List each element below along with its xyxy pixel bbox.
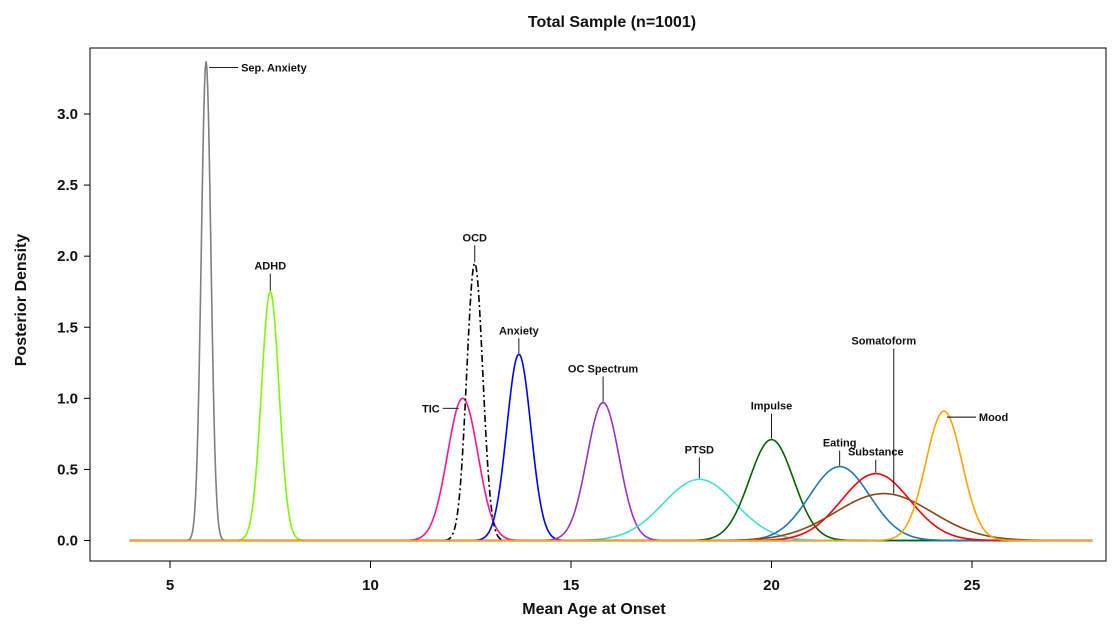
annotation-label-substance: Substance (848, 447, 904, 459)
chart-title: Total Sample (n=1001) (528, 14, 696, 31)
series-curves (129, 61, 1093, 542)
series-line-ptsd (129, 478, 1093, 542)
x-tick-label: 10 (362, 577, 379, 594)
series-annotations: Sep. Anxiety ADHD TIC OCD Anxiety OC Spectrum… (209, 62, 1008, 494)
series-line-ocd (129, 261, 1093, 542)
y-tick-label: 2.0 (57, 248, 78, 265)
x-tick-label: 25 (964, 577, 981, 594)
annotation-label-somatoform: Somatoform (851, 336, 916, 348)
annotation-label-mood: Mood (979, 412, 1008, 424)
annotation-label-oc-spectrum: OC Spectrum (568, 364, 639, 376)
series-line-mood (129, 410, 1093, 542)
x-tick-label: 20 (763, 577, 780, 594)
x-axis: 5 10 15 20 25 (166, 560, 981, 594)
y-tick-label: 1.5 (57, 319, 78, 336)
y-axis-title: Posterior Density (13, 234, 30, 367)
annotation-label-eating: Eating (823, 438, 857, 450)
plot-frame (89, 47, 1107, 562)
y-axis: 0.0 0.5 1.0 1.5 2.0 2.5 3.0 (57, 106, 91, 550)
annotation-label-adhd: ADHD (254, 261, 286, 273)
annotation-label-sep-anxiety: Sep. Anxiety (241, 62, 307, 74)
series-line-substance (129, 472, 1093, 542)
series-line-eating (129, 465, 1093, 542)
y-tick-label: 2.5 (57, 177, 78, 194)
series-line-sep-anxiety (129, 61, 1093, 542)
annotation-label-tic: TIC (422, 403, 440, 415)
annotation-label-ptsd: PTSD (685, 444, 714, 456)
y-tick-label: 1.0 (57, 390, 78, 407)
y-tick-label: 3.0 (57, 106, 78, 123)
x-axis-title: Mean Age at Onset (522, 601, 666, 618)
x-tick-label: 5 (166, 577, 174, 594)
y-tick-label: 0.5 (57, 461, 78, 478)
annotation-label-anxiety: Anxiety (499, 325, 540, 337)
annotation-label-ocd: OCD (463, 232, 488, 244)
x-tick-label: 15 (563, 577, 580, 594)
y-tick-label: 0.0 (57, 533, 78, 550)
series-line-anxiety (129, 353, 1093, 542)
series-line-impulse (129, 438, 1093, 542)
annotation-label-impulse: Impulse (751, 401, 793, 413)
series-line-oc-spectrum (129, 401, 1093, 542)
